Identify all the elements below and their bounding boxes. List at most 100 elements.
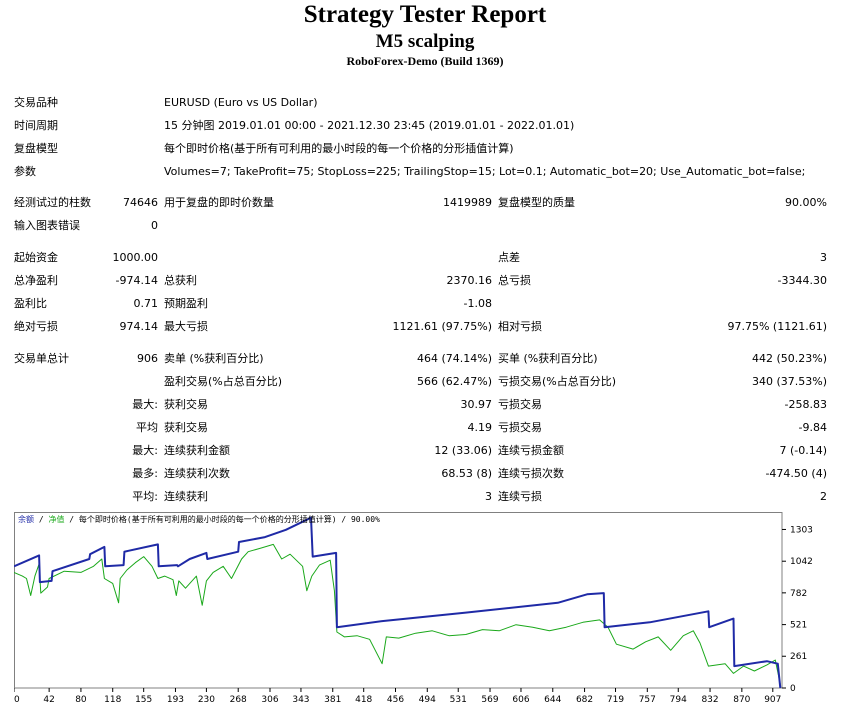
loss-trades-value: 340 (37.53%) bbox=[751, 375, 827, 388]
short-positions-label: 卖单 (%获利百分比) bbox=[164, 352, 264, 365]
x-tick-label: 870 bbox=[733, 695, 750, 705]
net-profit-label: 总净盈利 bbox=[14, 274, 58, 287]
server-name: RoboForex-Demo (Build 1369) bbox=[346, 54, 504, 68]
x-tick-label: 456 bbox=[387, 695, 404, 705]
x-tick-label: 832 bbox=[701, 695, 718, 705]
x-tick-label: 155 bbox=[135, 695, 152, 705]
y-tick-label: 1042 bbox=[790, 557, 813, 567]
average-loss-value: -9.84 bbox=[798, 421, 827, 434]
x-tick-label: 494 bbox=[419, 695, 436, 705]
max-consecutive-losses-label: 连续亏损金额 bbox=[498, 444, 564, 457]
average-label: 平均 bbox=[136, 421, 158, 434]
x-tick-label: 0 bbox=[14, 695, 20, 705]
total-trades-value: 906 bbox=[137, 352, 158, 365]
x-tick-label: 644 bbox=[544, 695, 561, 705]
x-tick-label: 682 bbox=[576, 695, 593, 705]
avg-consecutive-wins-label: 连续获利 bbox=[164, 490, 208, 503]
ticks-label: 用于复盘的即时价数量 bbox=[164, 196, 274, 209]
equity-line bbox=[14, 543, 781, 685]
report-subtitle: M5 scalping bbox=[375, 31, 475, 52]
long-positions-value: 442 (50.23%) bbox=[751, 352, 827, 365]
x-tick-label: 230 bbox=[198, 695, 215, 705]
short-positions-value: 464 (74.14%) bbox=[416, 352, 492, 365]
x-tick-label: 531 bbox=[450, 695, 467, 705]
errors-value: 0 bbox=[151, 219, 158, 232]
x-tick-label: 268 bbox=[230, 695, 247, 705]
total-trades-label: 交易单总计 bbox=[14, 352, 69, 365]
x-tick-label: 719 bbox=[607, 695, 624, 705]
avg-consecutive-wins-value: 3 bbox=[485, 490, 492, 503]
max-consecutive-wins-label: 连续获利金额 bbox=[164, 444, 230, 457]
deposit-value: 1000.00 bbox=[112, 251, 159, 264]
largest-profit-value: 30.97 bbox=[460, 398, 493, 411]
x-tick-label: 118 bbox=[104, 695, 121, 705]
x-tick-label: 343 bbox=[292, 695, 309, 705]
avg-consecutive-losses-value: 2 bbox=[820, 490, 827, 503]
largest-loss-label: 亏损交易 bbox=[498, 398, 542, 411]
max-drawdown-label: 最大亏损 bbox=[164, 320, 208, 333]
long-positions-label: 买单 (%获利百分比) bbox=[498, 352, 598, 365]
most-consecutive-wins-value: 68.53 (8) bbox=[441, 467, 492, 480]
quality-label: 复盘模型的质量 bbox=[498, 196, 575, 209]
profit-trades-value: 566 (62.47%) bbox=[416, 375, 492, 388]
ticks-value: 1419989 bbox=[443, 196, 492, 209]
legend-equity: 净值 bbox=[48, 515, 65, 524]
relative-drawdown-value: 97.75% (1121.61) bbox=[727, 320, 827, 333]
balance-equity-chart: 0 42 80 118 155 193 230 268 306 343 381 418 456 494 53… bbox=[14, 512, 832, 708]
max-consecutive-wins-value: 12 (33.06) bbox=[434, 444, 492, 457]
x-tick-label: 418 bbox=[355, 695, 372, 705]
relative-drawdown-label: 相对亏损 bbox=[498, 320, 542, 333]
net-profit-value: -974.14 bbox=[115, 274, 158, 287]
legend-balance: 余额 bbox=[18, 515, 34, 524]
chart-canvas: 0 42 80 118 155 193 230 268 306 343 381 418 456 494 53… bbox=[14, 512, 813, 705]
y-tick-label: 261 bbox=[790, 652, 807, 662]
quality-value: 90.00% bbox=[785, 196, 827, 209]
params-label: 参数 bbox=[14, 165, 36, 178]
profit-trades-label: 盈利交易(%占总百分比) bbox=[164, 375, 283, 388]
x-tick-label: 80 bbox=[75, 695, 87, 705]
average-profit-label: 获利交易 bbox=[164, 421, 208, 434]
report-title: Strategy Tester Report bbox=[303, 1, 547, 28]
gross-loss-value: -3344.30 bbox=[777, 274, 827, 287]
gross-profit-label: 总获利 bbox=[164, 274, 197, 287]
maximum-label: 最大: bbox=[132, 444, 158, 457]
profit-factor-label: 盈利比 bbox=[14, 297, 47, 310]
y-tick-label: 1303 bbox=[790, 525, 813, 535]
average-loss-label: 亏损交易 bbox=[498, 421, 542, 434]
y-tick-label: 521 bbox=[790, 621, 807, 631]
expected-payoff-value: -1.08 bbox=[463, 297, 492, 310]
max-consecutive-losses-value: 7 (-0.14) bbox=[779, 444, 827, 457]
gross-profit-value: 2370.16 bbox=[446, 274, 493, 287]
most-label: 最多: bbox=[132, 467, 158, 480]
symbol-label: 交易品种 bbox=[14, 96, 58, 109]
most-consecutive-wins-label: 连续获利次数 bbox=[164, 467, 230, 480]
absolute-drawdown-label: 绝对亏损 bbox=[14, 320, 58, 333]
x-tick-label: 306 bbox=[261, 695, 278, 705]
x-tick-label: 381 bbox=[324, 695, 341, 705]
legend-rest: / 每个即时价格(基于所有可利用的最小时段的每一个价格的分形插值计算) / 90… bbox=[64, 515, 380, 524]
expected-payoff-label: 预期盈利 bbox=[164, 297, 208, 310]
profit-factor-value: 0.71 bbox=[133, 297, 159, 310]
average2-label: 平均: bbox=[132, 490, 158, 503]
balance-line bbox=[14, 516, 782, 689]
chart-legend: 余额 / 净值 / 每个即时价格(基于所有可利用的最小时段的每一个价格的分形插值… bbox=[18, 515, 380, 525]
x-tick-label: 757 bbox=[639, 695, 656, 705]
legend-sep: / bbox=[34, 515, 49, 524]
plot-frame bbox=[14, 512, 783, 689]
most-consecutive-losses-value: -474.50 (4) bbox=[765, 467, 827, 480]
spread-value: 3 bbox=[820, 251, 827, 264]
max-drawdown-value: 1121.61 (97.75%) bbox=[392, 320, 492, 333]
bars-label: 经测试过的柱数 bbox=[14, 196, 91, 209]
model-label: 复盘模型 bbox=[14, 142, 58, 155]
largest-loss-value: -258.83 bbox=[784, 398, 827, 411]
largest-label: 最大: bbox=[132, 398, 158, 411]
bars-value: 74646 bbox=[123, 196, 158, 209]
gross-loss-label: 总亏损 bbox=[498, 274, 531, 287]
loss-trades-label: 亏损交易(%占总百分比) bbox=[498, 375, 617, 388]
x-tick-label: 794 bbox=[670, 695, 687, 705]
spread-label: 点差 bbox=[498, 251, 520, 264]
period-label: 时间周期 bbox=[14, 119, 58, 132]
deposit-label: 起始资金 bbox=[14, 251, 58, 264]
x-tick-label: 193 bbox=[167, 695, 184, 705]
most-consecutive-losses-label: 连续亏损次数 bbox=[498, 467, 564, 480]
